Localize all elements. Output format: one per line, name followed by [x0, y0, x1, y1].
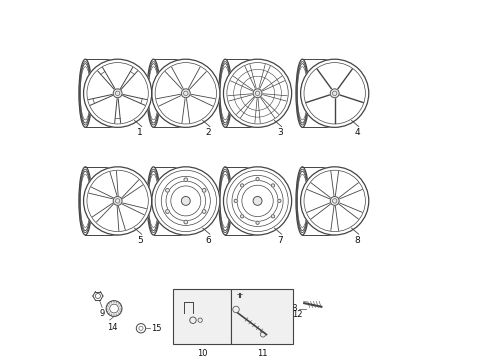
- Circle shape: [241, 184, 244, 187]
- Circle shape: [278, 199, 281, 203]
- Circle shape: [223, 59, 292, 127]
- Text: 5: 5: [137, 235, 143, 244]
- Text: 8: 8: [354, 235, 360, 244]
- Bar: [231, 289, 294, 345]
- Text: 14: 14: [107, 323, 117, 332]
- Text: 13: 13: [287, 304, 298, 313]
- Text: 12: 12: [293, 310, 303, 319]
- Circle shape: [166, 189, 170, 192]
- Text: 6: 6: [205, 235, 211, 244]
- Circle shape: [271, 184, 274, 187]
- Circle shape: [184, 220, 188, 224]
- Circle shape: [330, 89, 339, 98]
- Circle shape: [271, 215, 274, 218]
- Circle shape: [110, 304, 119, 313]
- Circle shape: [253, 89, 262, 98]
- Circle shape: [166, 210, 170, 213]
- Circle shape: [181, 197, 190, 205]
- Text: 10: 10: [196, 349, 207, 358]
- Text: 7: 7: [277, 235, 283, 244]
- Circle shape: [223, 167, 292, 235]
- Circle shape: [256, 221, 259, 224]
- Text: 11: 11: [257, 349, 267, 358]
- Circle shape: [113, 197, 122, 205]
- Circle shape: [202, 210, 206, 213]
- Bar: [173, 289, 231, 345]
- Circle shape: [184, 178, 188, 182]
- Circle shape: [241, 215, 244, 218]
- Circle shape: [202, 189, 206, 192]
- Circle shape: [234, 199, 237, 203]
- Text: 15: 15: [150, 324, 161, 333]
- Circle shape: [84, 167, 152, 235]
- Circle shape: [152, 167, 220, 235]
- Circle shape: [300, 167, 369, 235]
- Circle shape: [152, 59, 220, 127]
- Text: 1: 1: [137, 128, 143, 137]
- Text: 9: 9: [99, 309, 105, 318]
- Circle shape: [330, 197, 339, 205]
- Text: 3: 3: [277, 128, 283, 137]
- Circle shape: [84, 59, 152, 127]
- Circle shape: [300, 59, 369, 127]
- Text: 2: 2: [205, 128, 211, 137]
- Circle shape: [253, 197, 262, 205]
- Circle shape: [106, 301, 122, 316]
- Circle shape: [256, 177, 259, 181]
- Circle shape: [181, 89, 190, 98]
- Text: 4: 4: [354, 128, 360, 137]
- Circle shape: [113, 89, 122, 98]
